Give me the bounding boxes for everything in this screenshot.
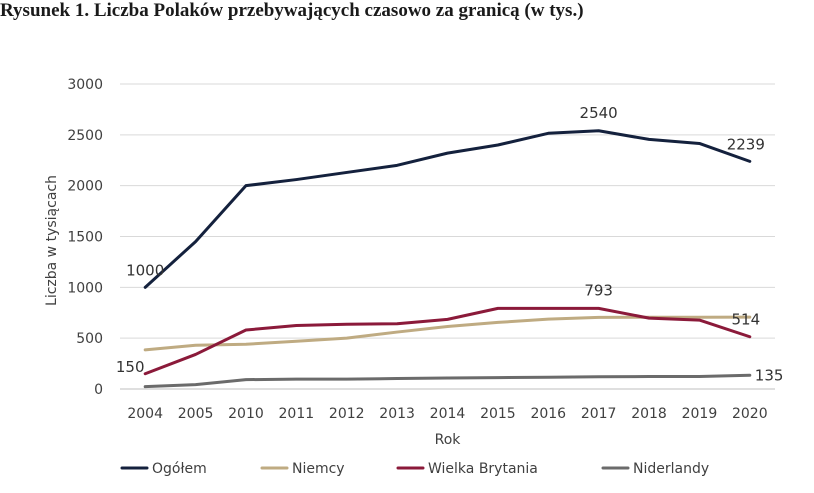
- data-label: 514: [731, 311, 760, 329]
- data-label: 2239: [727, 135, 765, 153]
- y-tick-label: 1500: [67, 230, 103, 246]
- data-labels: 1000 2540 2239 150 793 514 135: [116, 104, 784, 385]
- legend: Ogółem Niemcy Wielka Brytania Niderlandy: [120, 461, 709, 477]
- data-label: 150: [116, 358, 145, 376]
- x-tick-label: 2014: [430, 406, 466, 422]
- chart-title: Rysunek 1. Liczba Polaków przebywających…: [0, 0, 584, 21]
- legend-label: Wielka Brytania: [428, 461, 538, 477]
- y-tick-label: 1000: [67, 280, 103, 296]
- series-line-0: [143, 129, 752, 289]
- series-lines: [143, 129, 752, 389]
- x-axis-label: Rok: [435, 432, 462, 448]
- y-tick-label: 0: [94, 382, 103, 398]
- x-tick-label: 2015: [480, 406, 516, 422]
- x-axis-ticks: 2004 2005 2010 2011 2012 2013 2014 2015 2016 2017…: [127, 406, 767, 422]
- data-label: 1000: [126, 261, 164, 279]
- x-tick-label: 2019: [682, 406, 718, 422]
- x-tick-label: 2017: [581, 406, 617, 422]
- legend-label: Ogółem: [152, 461, 207, 477]
- y-tick-label: 2000: [67, 179, 103, 195]
- y-axis-ticks: 0 500 1000 1500 2000 2500 3000: [67, 77, 103, 398]
- series-line-2: [143, 306, 752, 376]
- y-tick-label: 3000: [67, 77, 103, 93]
- x-tick-label: 2004: [127, 406, 163, 422]
- x-tick-label: 2020: [732, 406, 768, 422]
- legend-label: Niemcy: [292, 461, 345, 477]
- data-label: 2540: [580, 104, 618, 122]
- x-tick-label: 2012: [329, 406, 365, 422]
- y-axis-label: Liczba w tysiącach: [44, 175, 60, 306]
- series-line-3: [143, 373, 752, 389]
- gridlines: [120, 83, 775, 339]
- y-tick-label: 2500: [67, 128, 103, 144]
- legend-label: Niderlandy: [633, 461, 709, 477]
- data-label: 793: [584, 281, 613, 299]
- x-tick-label: 2016: [530, 406, 566, 422]
- x-tick-label: 2011: [279, 406, 315, 422]
- x-tick-label: 2010: [228, 406, 264, 422]
- data-label: 135: [755, 366, 784, 384]
- y-tick-label: 500: [76, 331, 103, 347]
- x-tick-label: 2013: [379, 406, 415, 422]
- x-tick-label: 2018: [631, 406, 667, 422]
- x-tick-label: 2005: [178, 406, 214, 422]
